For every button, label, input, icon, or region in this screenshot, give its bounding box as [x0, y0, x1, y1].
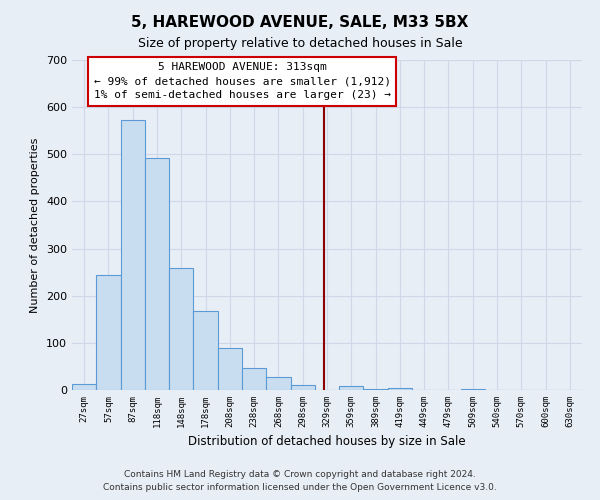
- Bar: [290, 386, 315, 390]
- Bar: [96, 274, 121, 390]
- Bar: [364, 388, 388, 390]
- Bar: [72, 384, 96, 390]
- Bar: [242, 368, 266, 390]
- Bar: [461, 388, 485, 390]
- Bar: [388, 388, 412, 390]
- Text: Size of property relative to detached houses in Sale: Size of property relative to detached ho…: [137, 38, 463, 51]
- Bar: [193, 311, 218, 390]
- Text: 5 HAREWOOD AVENUE: 313sqm
← 99% of detached houses are smaller (1,912)
1% of sem: 5 HAREWOOD AVENUE: 313sqm ← 99% of detac…: [94, 62, 391, 100]
- Bar: [218, 348, 242, 390]
- Text: Contains HM Land Registry data © Crown copyright and database right 2024.
Contai: Contains HM Land Registry data © Crown c…: [103, 470, 497, 492]
- Bar: [121, 120, 145, 390]
- Bar: [339, 386, 364, 390]
- Text: 5, HAREWOOD AVENUE, SALE, M33 5BX: 5, HAREWOOD AVENUE, SALE, M33 5BX: [131, 15, 469, 30]
- Bar: [169, 268, 193, 390]
- Bar: [145, 158, 169, 390]
- Bar: [266, 378, 290, 390]
- Y-axis label: Number of detached properties: Number of detached properties: [31, 138, 40, 312]
- X-axis label: Distribution of detached houses by size in Sale: Distribution of detached houses by size …: [188, 436, 466, 448]
